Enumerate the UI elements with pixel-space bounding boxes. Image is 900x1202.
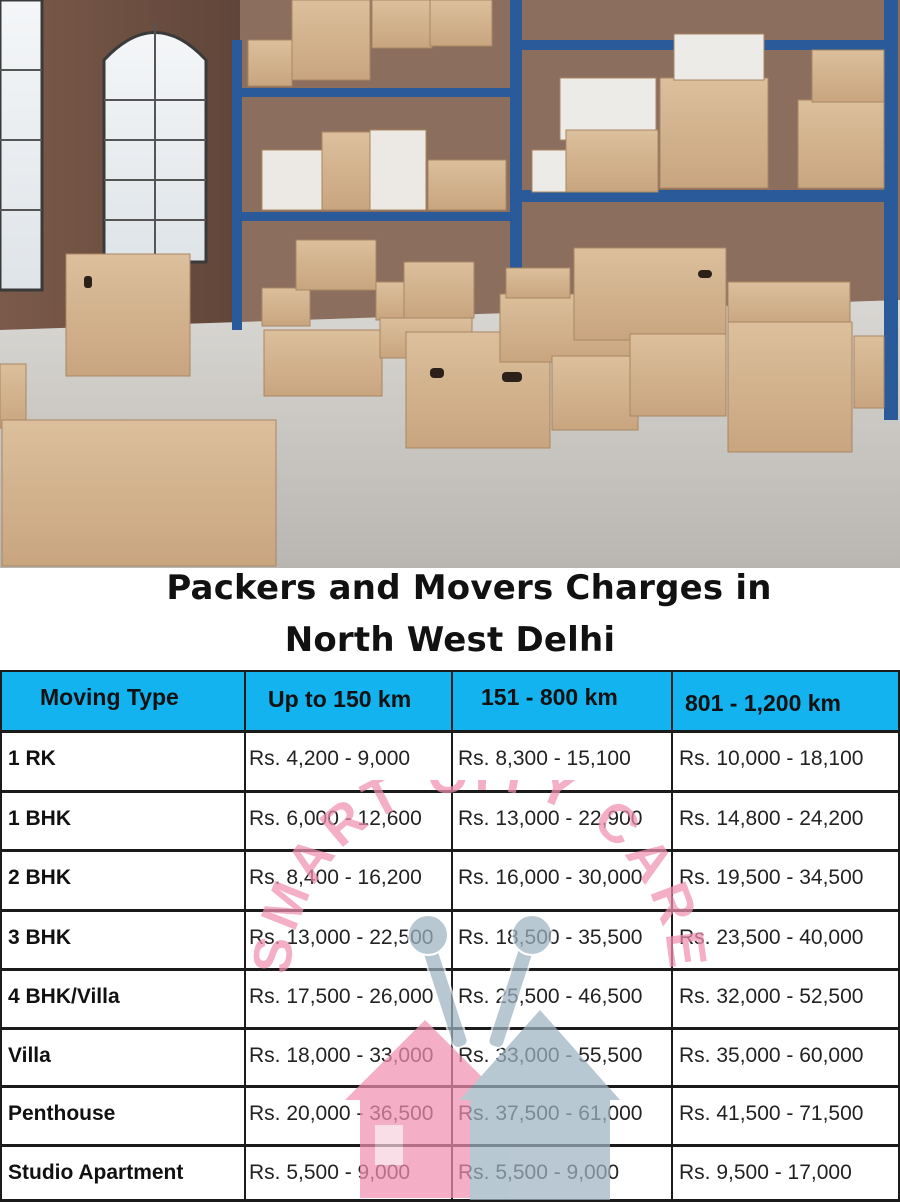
table-row: 2 BHK Rs. 8,400 - 16,200 Rs. 16,000 - 30… bbox=[0, 852, 900, 912]
row-price-151-800: Rs. 5,500 - 9,000 bbox=[453, 1147, 673, 1202]
row-moving-type: Studio Apartment bbox=[0, 1147, 246, 1202]
row-price-801-1200: Rs. 32,000 - 52,500 bbox=[673, 971, 900, 1030]
row-moving-type: Villa bbox=[0, 1030, 246, 1088]
row-price-801-1200: Rs. 10,000 - 18,100 bbox=[673, 733, 900, 793]
row-price-up-to-150: Rs. 17,500 - 26,000 bbox=[246, 971, 453, 1030]
row-price-151-800: Rs. 25,500 - 46,500 bbox=[453, 971, 673, 1030]
table-row: 4 BHK/Villa Rs. 17,500 - 26,000 Rs. 25,5… bbox=[0, 971, 900, 1030]
row-price-801-1200: Rs. 9,500 - 17,000 bbox=[673, 1147, 900, 1202]
row-price-up-to-150: Rs. 13,000 - 22,500 bbox=[246, 912, 453, 971]
row-price-151-800: Rs. 13,000 - 22,900 bbox=[453, 793, 673, 852]
row-price-151-800: Rs. 18,500 - 35,500 bbox=[453, 912, 673, 971]
row-moving-type: 2 BHK bbox=[0, 852, 246, 912]
page-title: Packers and Movers Charges in North West… bbox=[0, 562, 900, 670]
row-moving-type: 4 BHK/Villa bbox=[0, 971, 246, 1030]
pricing-table: Moving Type Up to 150 km 151 - 800 km 80… bbox=[0, 670, 900, 1202]
row-moving-type: 3 BHK bbox=[0, 912, 246, 971]
row-price-801-1200: Rs. 19,500 - 34,500 bbox=[673, 852, 900, 912]
row-price-up-to-150: Rs. 20,000 - 36,500 bbox=[246, 1088, 453, 1147]
row-price-801-1200: Rs. 41,500 - 71,500 bbox=[673, 1088, 900, 1147]
header-moving-type: Moving Type bbox=[0, 672, 246, 733]
row-price-801-1200: Rs. 35,000 - 60,000 bbox=[673, 1030, 900, 1088]
table-row: Studio Apartment Rs. 5,500 - 9,000 Rs. 5… bbox=[0, 1147, 900, 1202]
table-row: Penthouse Rs. 20,000 - 36,500 Rs. 37,500… bbox=[0, 1088, 900, 1147]
row-price-up-to-150: Rs. 8,400 - 16,200 bbox=[246, 852, 453, 912]
row-price-151-800: Rs. 33,000 - 55,500 bbox=[453, 1030, 673, 1088]
row-price-up-to-150: Rs. 4,200 - 9,000 bbox=[246, 733, 453, 793]
table-row: 1 RK Rs. 4,200 - 9,000 Rs. 8,300 - 15,10… bbox=[0, 733, 900, 793]
table-row: 3 BHK Rs. 13,000 - 22,500 Rs. 18,500 - 3… bbox=[0, 912, 900, 971]
warehouse-illustration bbox=[0, 0, 900, 568]
row-price-up-to-150: Rs. 6,000 - 12,600 bbox=[246, 793, 453, 852]
table-row: Villa Rs. 18,000 - 33,000 Rs. 33,000 - 5… bbox=[0, 1030, 900, 1088]
row-price-up-to-150: Rs. 5,500 - 9,000 bbox=[246, 1147, 453, 1202]
warehouse-photo bbox=[0, 0, 900, 568]
table-row: 1 BHK Rs. 6,000 - 12,600 Rs. 13,000 - 22… bbox=[0, 793, 900, 852]
row-price-151-800: Rs. 8,300 - 15,100 bbox=[453, 733, 673, 793]
title-line-2: North West Delhi bbox=[284, 620, 616, 660]
row-price-801-1200: Rs. 23,500 - 40,000 bbox=[673, 912, 900, 971]
header-801-1200: 801 - 1,200 km bbox=[673, 672, 900, 733]
row-moving-type: Penthouse bbox=[0, 1088, 246, 1147]
row-price-151-800: Rs. 16,000 - 30,000 bbox=[453, 852, 673, 912]
header-up-to-150: Up to 150 km bbox=[246, 672, 453, 733]
table-header-row: Moving Type Up to 150 km 151 - 800 km 80… bbox=[0, 672, 900, 733]
row-moving-type: 1 BHK bbox=[0, 793, 246, 852]
row-price-801-1200: Rs. 14,800 - 24,200 bbox=[673, 793, 900, 852]
row-price-151-800: Rs. 37,500 - 61,000 bbox=[453, 1088, 673, 1147]
title-line-1: Packers and Movers Charges in bbox=[166, 568, 772, 608]
row-price-up-to-150: Rs. 18,000 - 33,000 bbox=[246, 1030, 453, 1088]
row-moving-type: 1 RK bbox=[0, 733, 246, 793]
header-151-800: 151 - 800 km bbox=[453, 672, 673, 733]
